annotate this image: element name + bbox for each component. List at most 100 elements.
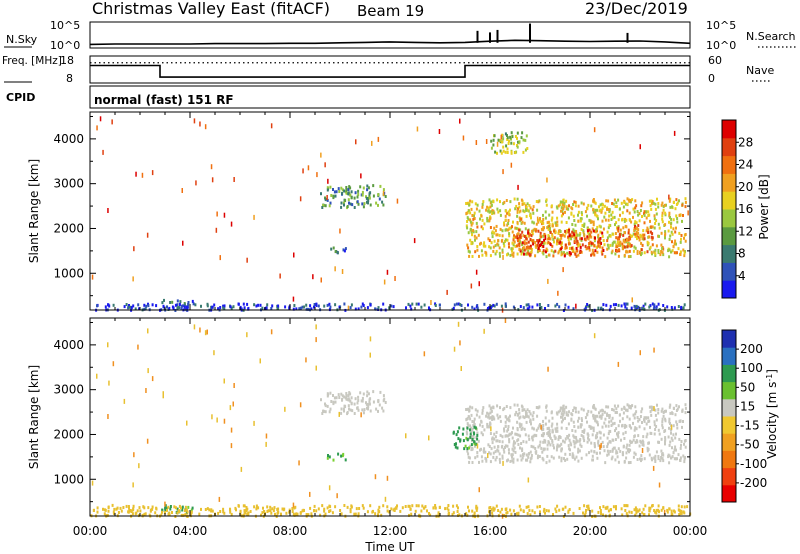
- data-cell: [557, 437, 560, 441]
- data-cell: [493, 304, 496, 308]
- data-cell: [511, 249, 513, 253]
- data-cell: [660, 508, 663, 512]
- scatter-cell: [141, 172, 144, 178]
- data-cell: [342, 248, 345, 252]
- data-cell: [524, 204, 527, 208]
- data-cell: [329, 185, 332, 189]
- data-cell: [664, 417, 667, 421]
- data-cell: [549, 433, 551, 437]
- velocity-colorbar-tick-label: 15: [740, 399, 755, 413]
- data-cell: [504, 209, 507, 213]
- velocity-colorbar-tick-label: 200: [740, 342, 763, 356]
- scatter-cell: [96, 373, 98, 379]
- data-cell: [514, 135, 517, 138]
- data-cell: [622, 411, 625, 415]
- data-cell: [415, 504, 418, 508]
- data-cell: [473, 234, 476, 238]
- data-cell: [643, 513, 646, 516]
- data-cell: [546, 226, 549, 230]
- scatter-cell: [416, 126, 419, 132]
- data-cell: [675, 404, 678, 408]
- data-cell: [574, 252, 577, 256]
- data-cell: [610, 218, 613, 221]
- data-cell: [223, 511, 226, 515]
- data-cell: [578, 233, 581, 237]
- data-cell: [622, 226, 625, 230]
- data-cell: [519, 415, 522, 419]
- data-cell: [525, 134, 528, 138]
- data-cell: [624, 509, 627, 512]
- data-cell: [475, 236, 478, 240]
- data-cell: [411, 302, 414, 306]
- data-cell: [586, 246, 589, 250]
- data-cell: [621, 242, 624, 246]
- data-cell: [542, 432, 545, 436]
- data-cell: [508, 451, 510, 455]
- data-cell: [613, 421, 616, 425]
- data-cell: [605, 303, 608, 307]
- data-cell: [540, 220, 543, 224]
- data-cell: [522, 234, 525, 238]
- data-cell: [680, 237, 682, 241]
- data-cell: [483, 241, 486, 245]
- data-cell: [381, 406, 384, 410]
- data-cell: [521, 230, 524, 234]
- data-cell: [671, 446, 673, 450]
- frequency-series-line: [90, 64, 690, 78]
- beam-label: Beam 19: [357, 2, 424, 20]
- data-cell: [324, 410, 327, 414]
- data-cell: [684, 239, 687, 243]
- data-cell: [455, 442, 457, 446]
- data-cell: [509, 406, 512, 410]
- data-cell: [515, 432, 518, 436]
- data-cell: [623, 425, 626, 429]
- data-cell: [650, 225, 653, 229]
- data-cell: [599, 208, 602, 212]
- data-cell: [467, 209, 470, 213]
- data-cell: [507, 142, 510, 145]
- data-cell: [532, 239, 535, 243]
- data-cell: [514, 432, 517, 436]
- scatter-cell: [413, 238, 416, 244]
- scatter-cell: [502, 460, 504, 466]
- data-cell: [491, 212, 494, 215]
- data-cell: [669, 422, 671, 425]
- data-cell: [521, 456, 524, 460]
- data-cell: [187, 505, 190, 509]
- data-cell: [626, 415, 629, 419]
- data-cell: [586, 229, 589, 233]
- data-cell: [553, 434, 556, 438]
- data-cell: [542, 226, 545, 230]
- scatter-cell: [309, 491, 311, 497]
- data-cell: [362, 506, 365, 510]
- data-cell: [517, 433, 520, 437]
- data-cell: [291, 510, 294, 513]
- data-cell: [631, 404, 634, 408]
- data-cell: [561, 252, 564, 256]
- data-cell: [546, 237, 549, 241]
- data-cell: [506, 510, 509, 514]
- data-cell: [353, 402, 356, 406]
- data-cell: [498, 139, 501, 143]
- data-cell: [166, 508, 168, 512]
- data-cell: [617, 460, 620, 464]
- data-cell: [382, 504, 385, 508]
- data-cell: [469, 444, 472, 448]
- data-cell: [379, 184, 382, 188]
- data-cell: [384, 195, 387, 198]
- data-cell: [180, 306, 183, 310]
- data-cell: [365, 196, 368, 200]
- data-cell: [503, 244, 506, 248]
- data-cell: [530, 216, 532, 220]
- data-cell: [527, 415, 530, 419]
- data-cell: [488, 506, 491, 510]
- data-cell: [655, 511, 658, 515]
- data-cell: [597, 240, 600, 244]
- scatter-cell: [233, 383, 235, 388]
- data-cell: [549, 243, 552, 247]
- data-cell: [285, 511, 288, 515]
- data-cell: [674, 207, 677, 211]
- data-cell: [577, 253, 580, 257]
- data-cell: [429, 513, 432, 517]
- data-cell: [298, 307, 301, 311]
